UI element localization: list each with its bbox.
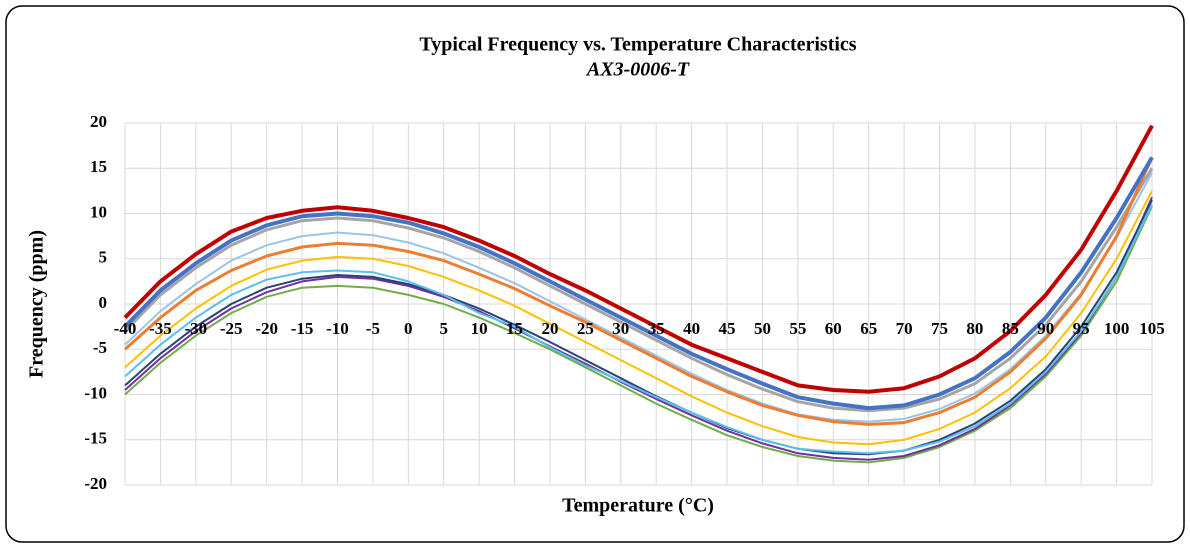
- y-axis-label: Frequency (ppm): [26, 230, 48, 378]
- x-tick-label: 55: [789, 319, 806, 338]
- data-line: [124, 203, 1153, 455]
- x-tick-label: -35: [149, 319, 172, 338]
- data-line: [124, 199, 1153, 456]
- x-tick-label: 90: [1037, 319, 1054, 338]
- x-tick-label: 75: [931, 319, 948, 338]
- data-line: [124, 196, 1153, 461]
- x-tick-label: 35: [648, 319, 665, 338]
- x-tick-label: -30: [184, 319, 207, 338]
- y-tick-label: 0: [99, 293, 108, 312]
- x-tick-label: 40: [683, 319, 700, 338]
- x-tick-label: 50: [754, 319, 771, 338]
- x-tick-label: 5: [439, 319, 448, 338]
- x-tick-label: 25: [577, 319, 594, 338]
- x-tick-label: 45: [719, 319, 736, 338]
- x-tick-label: 20: [541, 319, 558, 338]
- x-tick-label: 105: [1139, 319, 1165, 338]
- x-tick-label: 15: [506, 319, 523, 338]
- x-tick-label: 100: [1104, 319, 1130, 338]
- y-tick-label: -20: [84, 474, 107, 493]
- x-tick-label: -40: [114, 319, 137, 338]
- x-tick-label: 80: [966, 319, 983, 338]
- x-tick-label: -20: [255, 319, 278, 338]
- data-line: [123, 156, 1154, 426]
- y-tick-label: 15: [90, 157, 107, 176]
- data-line: [123, 167, 1154, 413]
- x-tick-label: 70: [896, 319, 913, 338]
- x-tick-label: 0: [404, 319, 413, 338]
- data-line: [124, 190, 1153, 446]
- x-tick-label: 95: [1073, 319, 1090, 338]
- chart-subtitle: AX3-0006-T: [585, 59, 690, 81]
- chart-title: Typical Frequency vs. Temperature Charac…: [419, 34, 856, 56]
- data-line: [123, 124, 1154, 394]
- x-tick-label: -25: [220, 319, 243, 338]
- y-tick-label: 20: [90, 112, 107, 131]
- data-line: [124, 172, 1153, 423]
- data-line: [123, 156, 1154, 411]
- y-tick-label: -10: [84, 383, 107, 402]
- data-line: [124, 205, 1153, 464]
- x-tick-label: -10: [326, 319, 349, 338]
- y-tick-label: -5: [93, 338, 107, 357]
- x-tick-label: -5: [366, 319, 380, 338]
- y-tick-label: -15: [84, 429, 107, 448]
- x-tick-label: 10: [471, 319, 488, 338]
- x-tick-label: 65: [860, 319, 877, 338]
- x-tick-label: 60: [825, 319, 842, 338]
- y-tick-label: 10: [90, 202, 107, 221]
- x-tick-label: 85: [1002, 319, 1019, 338]
- x-axis-label: Temperature (°C): [562, 495, 714, 517]
- y-tick-label: 5: [99, 248, 108, 267]
- x-tick-label: 30: [612, 319, 629, 338]
- x-tick-label: -15: [291, 319, 314, 338]
